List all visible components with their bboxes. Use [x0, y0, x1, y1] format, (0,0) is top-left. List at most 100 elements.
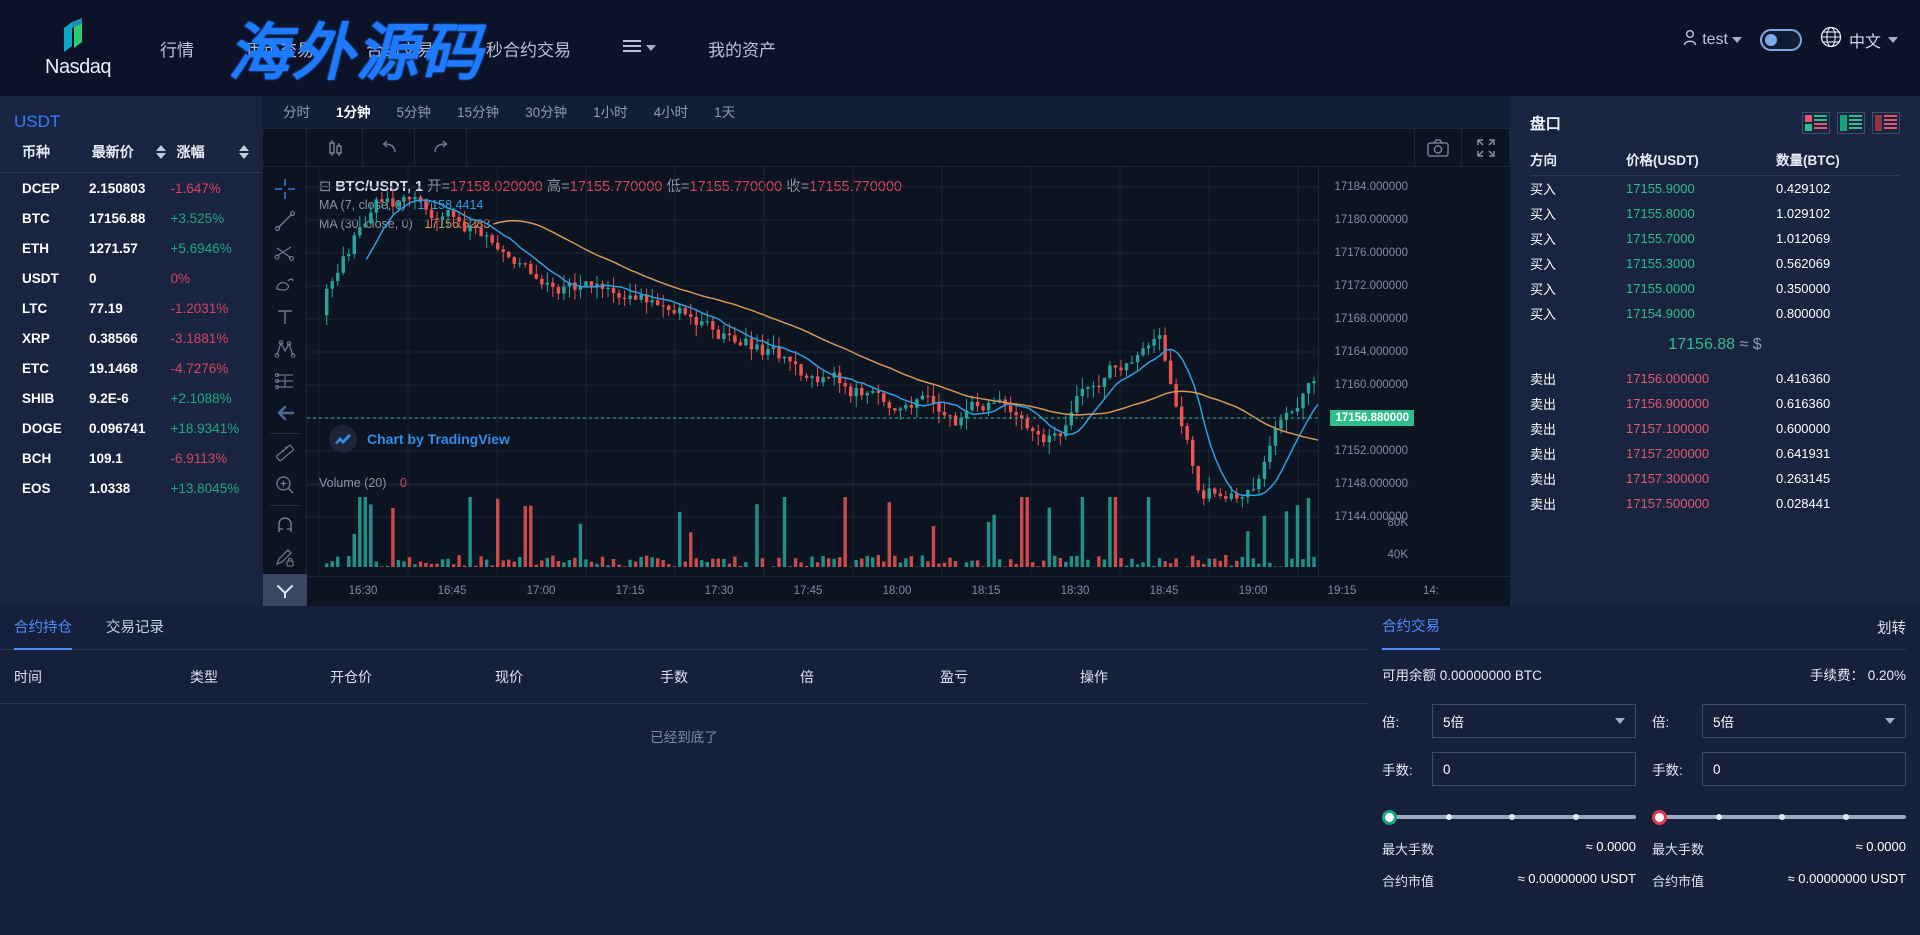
transfer-link[interactable]: 划转	[1877, 621, 1906, 637]
arrow-tool-icon[interactable]	[267, 397, 303, 429]
fee-value: 0.20%	[1867, 668, 1906, 683]
brush-tool-icon[interactable]	[267, 269, 303, 301]
chart-canvas[interactable]: ⊟ BTC/USDT, 1 开=17158.020000 高=17155.770…	[307, 167, 1415, 576]
undo-button[interactable]	[363, 128, 415, 167]
nav-item-assets[interactable]: 我的资产	[708, 40, 776, 60]
sort-icon[interactable]	[155, 145, 166, 159]
coin-row-eth[interactable]: ETH 1271.57 +5.6946%	[0, 233, 262, 263]
sell-slider-handle[interactable]	[1652, 810, 1667, 825]
buy-slider-handle[interactable]	[1382, 810, 1397, 825]
order-price: 17157.300000	[1626, 471, 1710, 486]
price-tick-2: 17176.000000	[1334, 247, 1408, 259]
collapse-toolbar-icon[interactable]	[262, 574, 307, 607]
timeframe-2[interactable]: 5分钟	[396, 104, 432, 120]
sell-amount-slider[interactable]	[1652, 808, 1906, 826]
depth-both-icon[interactable]	[1802, 112, 1830, 134]
fork-tool-icon[interactable]	[267, 237, 303, 269]
coin-row-shib[interactable]: SHIB 9.2E-6 +2.1088%	[0, 383, 262, 413]
order-direction: 买入	[1530, 232, 1557, 247]
screenshot-button[interactable]	[1414, 128, 1462, 167]
trendline-tool-icon[interactable]	[267, 205, 303, 237]
order-book-row[interactable]: 卖出 17157.200000 0.641931	[1530, 441, 1900, 466]
coin-price: 1271.57	[89, 240, 138, 256]
timeframe-6[interactable]: 4小时	[653, 104, 689, 120]
order-book-row[interactable]: 卖出 17156.900000 0.616360	[1530, 391, 1900, 416]
buy-leverage-select[interactable]: 5倍	[1432, 704, 1636, 738]
sell-lots-input[interactable]	[1702, 752, 1906, 786]
language-selector[interactable]: 中文	[1820, 26, 1898, 53]
timeframe-7[interactable]: 1天	[714, 104, 736, 120]
pattern-tool-icon[interactable]	[267, 333, 303, 365]
timeframe-5[interactable]: 1小时	[593, 104, 628, 120]
coin-row-usdt[interactable]: USDT 0 0%	[0, 263, 262, 293]
user-menu[interactable]: test	[1682, 29, 1742, 51]
lock-drawings-icon[interactable]	[267, 542, 303, 574]
price-axis[interactable]: 17184.000000 17180.000000 17176.000000 1717…	[1318, 167, 1414, 576]
trade-tabs: 合约交易 划转	[1382, 606, 1906, 650]
order-book-row[interactable]: 卖出 17156.000000 0.416360	[1530, 366, 1900, 391]
coin-row-btc[interactable]: BTC 17156.88 +3.525%	[0, 203, 262, 233]
sell-leverage-select[interactable]: 5倍	[1702, 704, 1906, 738]
time-axis[interactable]: 16:30 16:45 17:00 17:15 17:30 17:45 18:00 18:15…	[307, 576, 1511, 606]
volume-tick-0: 80K	[1387, 517, 1408, 529]
slider-tick	[1445, 814, 1452, 820]
order-book-row[interactable]: 买入 17155.9000 0.429102	[1530, 176, 1900, 201]
coin-row-etc[interactable]: ETC 19.1468 -4.7276%	[0, 353, 262, 383]
order-book-row[interactable]: 买入 17155.0000 0.350000	[1530, 276, 1900, 301]
coin-row-bch[interactable]: BCH 109.1 -6.9113%	[0, 443, 262, 473]
fib-tool-icon[interactable]	[267, 365, 303, 397]
timeframe-4[interactable]: 30分钟	[525, 104, 568, 120]
tradingview-brand[interactable]: Chart by TradingView	[329, 425, 510, 453]
depth-sell-icon[interactable]	[1872, 112, 1900, 134]
tab-contract-trade[interactable]: 合约交易	[1382, 606, 1440, 650]
timeframe-1[interactable]: 1分钟	[336, 104, 371, 120]
fullscreen-button[interactable]	[1462, 128, 1510, 167]
mid-price-suffix: ≈ $	[1739, 336, 1762, 353]
nav-item-more[interactable]	[623, 38, 656, 58]
order-book-row[interactable]: 买入 17154.9000 0.800000	[1530, 301, 1900, 326]
logo[interactable]: Nasdaq	[18, 17, 138, 79]
column-header-price[interactable]: 最新价	[92, 142, 177, 162]
column-header-change[interactable]: 涨幅	[177, 142, 252, 162]
zoom-tool-icon[interactable]	[267, 469, 303, 501]
timeframe-0[interactable]: 分时	[283, 104, 310, 120]
candle-type-button[interactable]	[307, 128, 363, 167]
depth-buy-icon[interactable]	[1837, 112, 1865, 134]
positions-tab-1[interactable]: 交易记录	[106, 619, 164, 636]
coin-list-title: USDT	[14, 112, 61, 131]
sort-icon[interactable]	[238, 145, 249, 159]
order-book-row[interactable]: 买入 17155.8000 1.029102	[1530, 201, 1900, 226]
crosshair-tool-icon[interactable]	[267, 173, 303, 205]
volume-tick-1: 40K	[1387, 549, 1408, 561]
redo-button[interactable]	[415, 128, 467, 167]
coin-row-ltc[interactable]: LTC 77.19 -1.2031%	[0, 293, 262, 323]
positions-tab-0[interactable]: 合约持仓	[14, 606, 72, 650]
slider-tick	[1572, 814, 1579, 820]
buy-amount-slider[interactable]	[1382, 808, 1636, 826]
text-tool-icon[interactable]	[267, 301, 303, 333]
chart-panel: 分时 1分钟 5分钟 15分钟 30分钟 1小时 4小时 1天	[262, 96, 1511, 607]
order-book-row[interactable]: 卖出 17157.100000 0.600000	[1530, 416, 1900, 441]
coin-row-xrp[interactable]: XRP 0.38566 -3.1881%	[0, 323, 262, 353]
coin-row-doge[interactable]: DOGE 0.096741 +18.9341%	[0, 413, 262, 443]
timeframe-3[interactable]: 15分钟	[457, 104, 500, 120]
sell-leverage-label: 倍:	[1652, 715, 1670, 730]
nav-item-spot[interactable]: 币币交易	[246, 40, 314, 60]
order-book-row[interactable]: 买入 17155.3000 0.562069	[1530, 251, 1900, 276]
coin-row-eos[interactable]: EOS 1.0338 +13.8045%	[0, 473, 262, 503]
order-book-row[interactable]: 卖出 17157.300000 0.263145	[1530, 466, 1900, 491]
order-book-row[interactable]: 买入 17155.7000 1.012069	[1530, 226, 1900, 251]
buy-lots-input[interactable]	[1432, 752, 1636, 786]
magnet-tool-icon[interactable]	[267, 510, 303, 542]
coin-change: +5.6946%	[170, 240, 232, 256]
nav-item-second-contract[interactable]: 秒合约交易	[486, 40, 571, 60]
column-header-change-label: 涨幅	[176, 144, 205, 160]
nav-item-contract[interactable]: 合约交易	[366, 40, 434, 60]
coin-symbol: BTC	[22, 210, 50, 226]
theme-toggle[interactable]	[1759, 28, 1802, 51]
nav-item-market[interactable]: 行情	[160, 40, 194, 60]
coin-row-dcep[interactable]: DCEP 2.150803 -1.647%	[0, 173, 262, 203]
order-book-row[interactable]: 卖出 17157.500000 0.028441	[1530, 491, 1900, 516]
sell-side: 倍: 5倍 手数: 最大手	[1652, 690, 1906, 890]
measure-tool-icon[interactable]	[267, 437, 303, 469]
